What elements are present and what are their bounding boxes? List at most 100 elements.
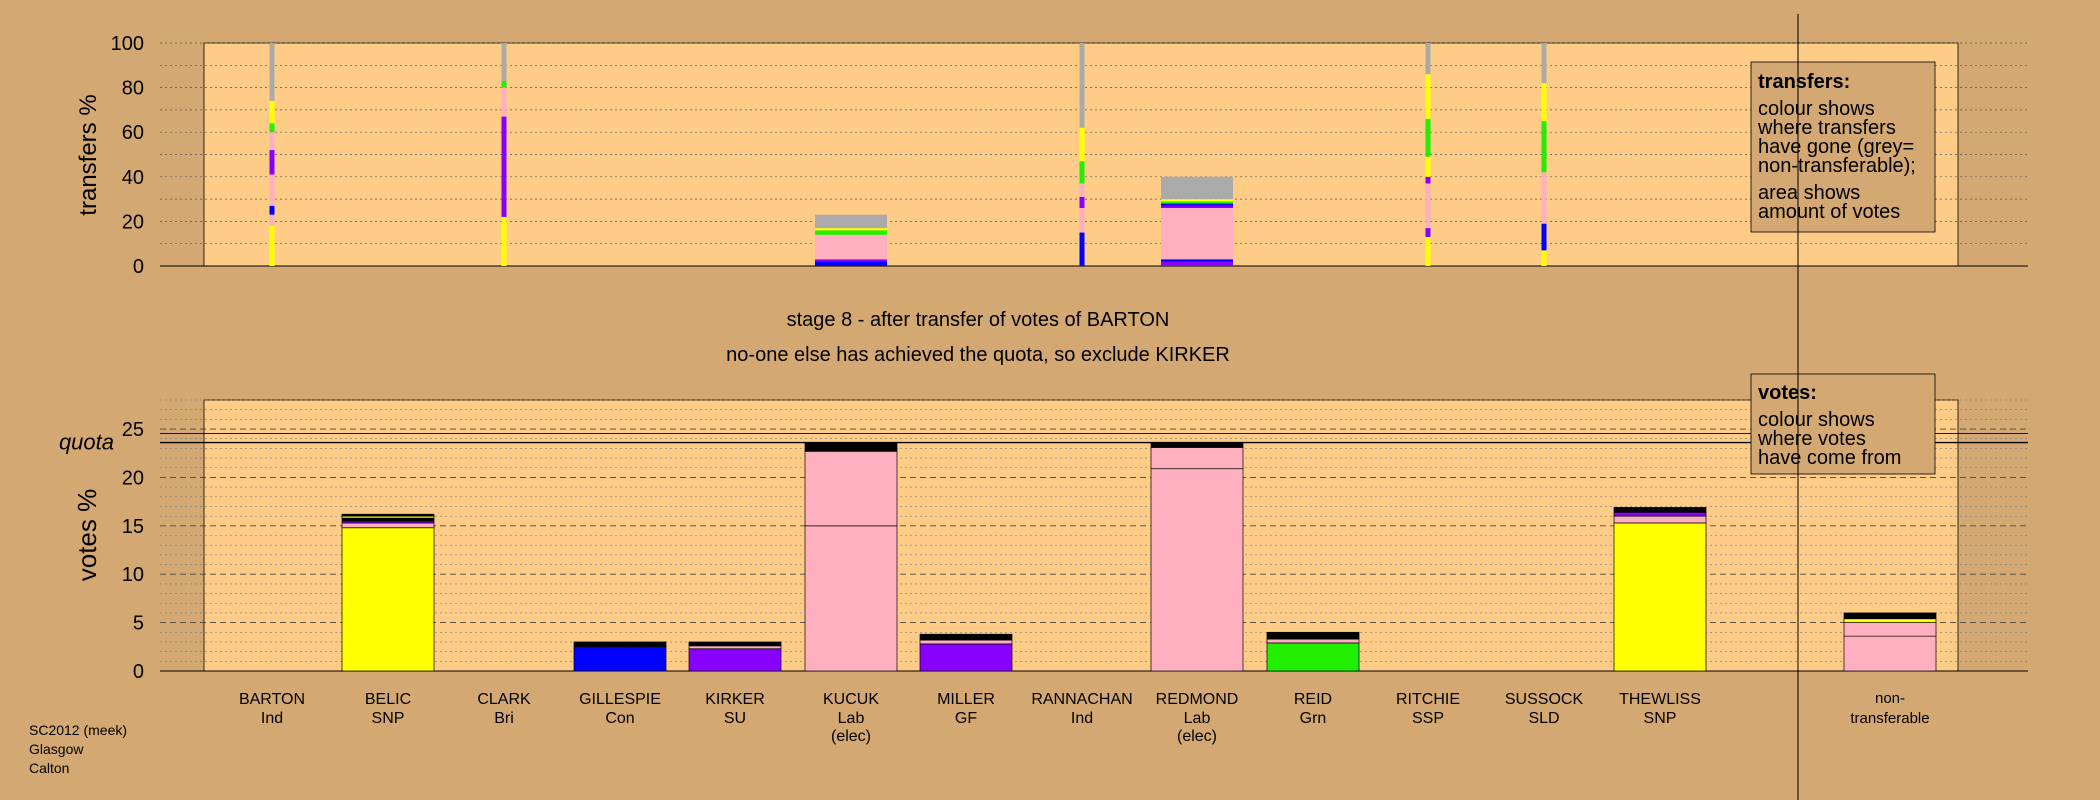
y-tick-label-transfers: 60 [122, 122, 144, 144]
legend-transfers-line: colour shows [1758, 98, 1875, 120]
transfer-bar-segment [269, 43, 275, 101]
transfer-bar-segment [501, 43, 507, 81]
vote-bar-segment [341, 513, 435, 517]
category-label-party: SLD [1528, 710, 1559, 727]
transfer-bar-segment [1541, 172, 1547, 224]
transfer-bar-segment [1541, 121, 1547, 173]
transfer-bar-segment [1079, 232, 1085, 266]
transfer-bar-segment [1161, 261, 1233, 266]
vote-bar-segment [919, 643, 1013, 672]
transfer-bar-segment [1161, 199, 1233, 202]
transfer-bar-segment [1079, 196, 1085, 209]
vote-bar-segment [804, 525, 898, 672]
category-label-name: REDMOND [1156, 691, 1239, 708]
category-label-name: REID [1294, 691, 1332, 708]
transfer-bar-segment [1541, 250, 1547, 266]
transfer-bar-segment [1541, 83, 1547, 122]
category-label-party: SNP [1644, 710, 1677, 727]
vote-bar-segment [688, 641, 782, 647]
footer-line: Glasgow [29, 741, 84, 757]
vote-bar-segment [1266, 631, 1360, 640]
category-label-nontransferable: non- [1875, 690, 1905, 707]
category-label-party: SU [724, 710, 746, 727]
category-label-party: Ind [1071, 710, 1093, 727]
vote-bar-segment [573, 641, 667, 648]
legend-votes-title: votes: [1758, 382, 1817, 404]
transfer-bar-segment [1079, 183, 1085, 197]
category-label-name: THEWLISS [1619, 691, 1701, 708]
transfer-bar-segment [269, 205, 275, 215]
vote-bar-segment [1613, 507, 1707, 513]
y-tick-label-votes: 10 [122, 564, 144, 586]
category-label-name: MILLER [937, 691, 995, 708]
transfer-bar-segment [1161, 208, 1233, 260]
votes-chart: quota 0 5 10 15 20 25 votes % votes: colour shows… [59, 373, 2028, 745]
transfer-bar-segment [815, 261, 887, 266]
vote-bar-segment [1613, 515, 1707, 524]
y-tick-label-votes: 20 [122, 467, 144, 489]
transfer-bar-segment [815, 228, 887, 231]
category-label-name: BARTON [239, 691, 305, 708]
transfer-bar-segment [1541, 223, 1547, 251]
category-label-party: Bri [494, 710, 514, 727]
vote-bar-segment [1150, 468, 1244, 672]
vote-bar-segment [1150, 442, 1244, 448]
y-tick-label-votes: 0 [133, 661, 144, 683]
transfer-bar-segment [1425, 237, 1431, 266]
legend-votes-box [1750, 373, 1936, 475]
category-label-party: GF [955, 710, 977, 727]
vote-bar-segment [1150, 447, 1244, 470]
category-label-name: KUCUK [823, 691, 879, 708]
category-label-name: BELIC [365, 691, 411, 708]
y-tick-label-transfers: 0 [133, 256, 144, 278]
transfer-bar-segment [1079, 208, 1085, 233]
transfer-bar-segment [1079, 43, 1085, 128]
transfer-bar-segment [269, 214, 275, 226]
vote-bar-segment [1266, 642, 1360, 672]
transfer-bar-segment [1161, 259, 1233, 262]
transfer-bar-segment [815, 230, 887, 235]
category-label-extra: (elec) [831, 728, 871, 745]
y-tick-label-votes: 15 [122, 516, 144, 538]
transfer-bar-segment [1425, 176, 1431, 184]
vote-bar-segment [1843, 635, 1937, 672]
category-label-party: Con [605, 710, 634, 727]
transfer-bar-segment [1161, 205, 1233, 209]
vote-bar-segment [1843, 622, 1937, 637]
category-label-party: Ind [261, 710, 283, 727]
category-label-party: Lab [838, 710, 865, 727]
transfer-bar-segment [1425, 43, 1431, 75]
transfer-bar-segment [1425, 118, 1431, 157]
transfer-bar-segment [1079, 161, 1085, 184]
category-label-nontransferable: transferable [1850, 710, 1929, 727]
vote-bar-segment [1843, 612, 1937, 620]
transfer-bar-segment [501, 216, 507, 266]
transfer-bar-segment [1161, 203, 1233, 206]
legend-transfers-line: non-transferable); [1758, 155, 1916, 177]
y-tick-label-transfers: 80 [122, 78, 144, 100]
legend-transfers-line: where transfers [1757, 117, 1896, 139]
category-label-party: Grn [1300, 710, 1327, 727]
category-label-extra: (elec) [1177, 728, 1217, 745]
y-axis-label-votes: votes % [72, 489, 102, 582]
category-label-name: RITCHIE [1396, 691, 1460, 708]
legend-transfers-line: area shows [1758, 182, 1860, 204]
vote-bar-segment [1266, 638, 1360, 644]
vote-bar-segment [573, 646, 667, 672]
chart-annotations: stage 8 - after transfer of votes of BAR… [29, 14, 1799, 800]
transfer-bar-segment [1425, 156, 1431, 177]
transfer-bar-segment [501, 80, 507, 88]
vote-bar-segment [804, 442, 898, 449]
vote-bar-segment [1843, 618, 1937, 623]
legend-transfers-box [1750, 61, 1936, 233]
vote-bar-segment [1613, 522, 1707, 672]
vote-bar-segment [919, 639, 1013, 645]
vote-bar-segment [688, 645, 782, 650]
stage-title: stage 8 - after transfer of votes of BAR… [787, 309, 1170, 331]
legend-votes-line: where votes [1757, 428, 1866, 450]
legend-transfers-line: have gone (grey= [1758, 136, 1914, 158]
vote-bar-segment [919, 633, 1013, 641]
vote-bar-segment [341, 527, 435, 672]
transfer-bar-segment [269, 100, 275, 124]
